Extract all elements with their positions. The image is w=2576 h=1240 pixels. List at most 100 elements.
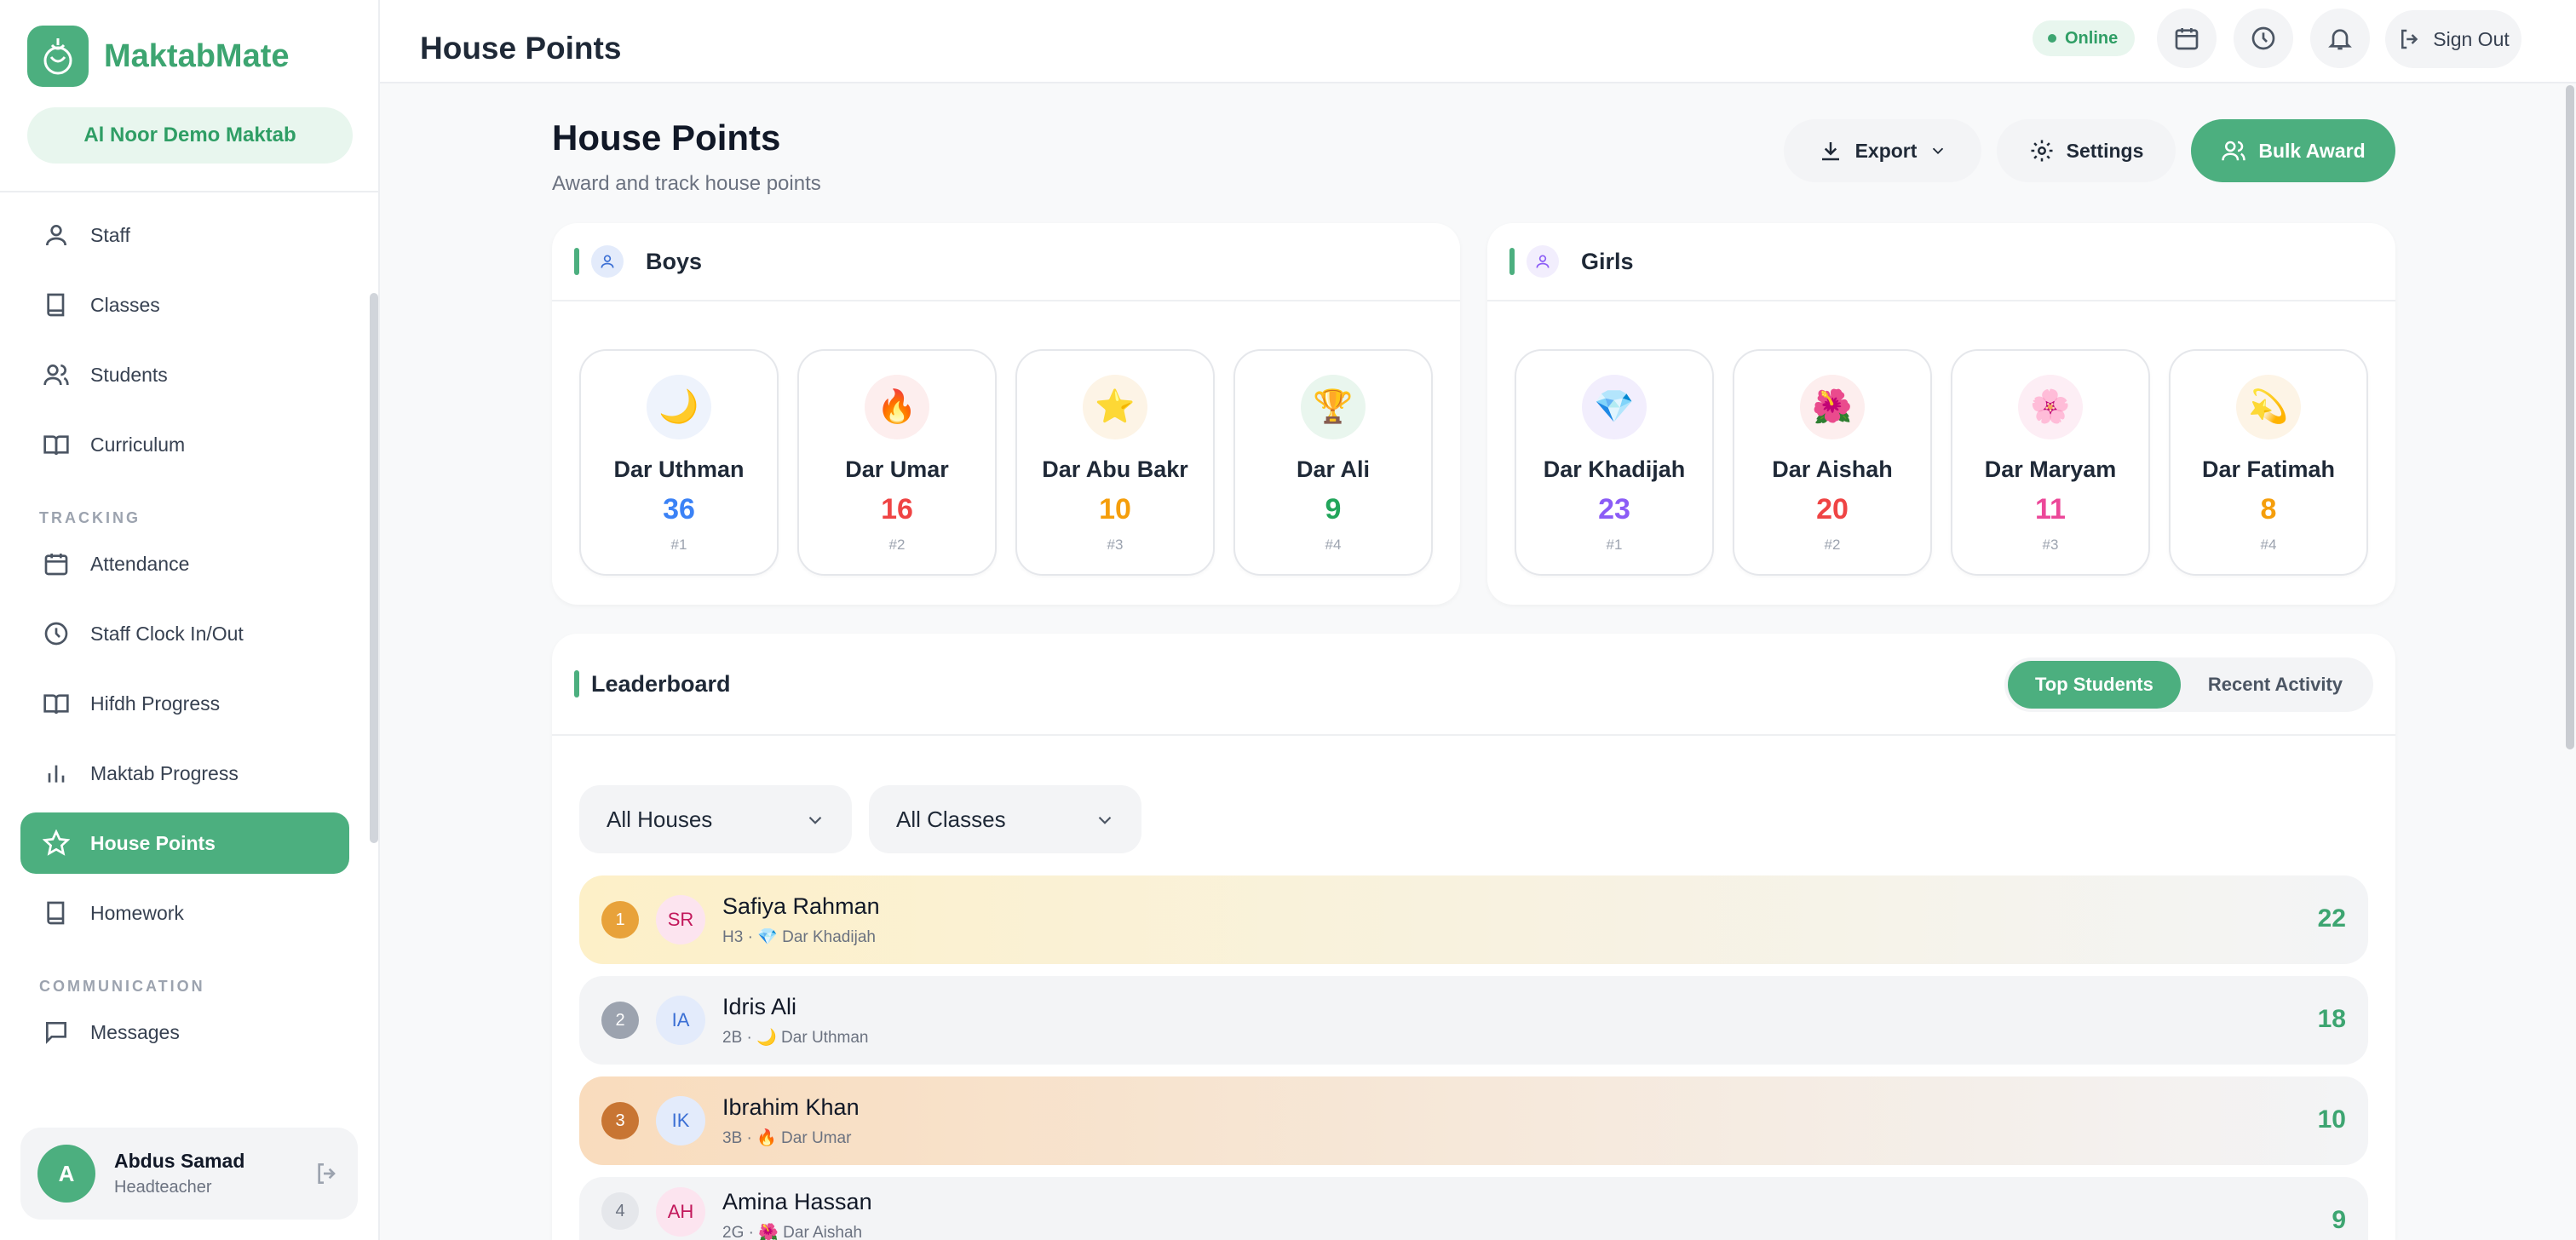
tab-top-students[interactable]: Top Students: [2007, 661, 2181, 709]
notifications-button[interactable]: [2310, 9, 2370, 68]
sidebar-item-house-points[interactable]: House Points: [20, 812, 349, 874]
rank-badge: 3: [601, 1102, 639, 1140]
sidebar-item-homework[interactable]: Homework: [20, 882, 349, 944]
sidebar-item-label: Curriculum: [90, 433, 186, 456]
bell-icon: [2328, 29, 2352, 50]
page-heading: House Points: [552, 118, 781, 158]
accent-bar: [1509, 248, 1515, 275]
hibiscus-icon: 🌺: [1800, 375, 1865, 439]
school-selector[interactable]: Al Noor Demo Maktab: [27, 107, 353, 164]
house-name: Dar Khadijah: [1543, 456, 1686, 482]
sidebar: MaktabMate Al Noor Demo Maktab Staff Cla…: [0, 0, 380, 1240]
sidebar-item-staff[interactable]: Staff: [20, 204, 349, 266]
user-card[interactable]: A Abdus Samad Headteacher: [20, 1128, 358, 1220]
house-points: 20: [1816, 493, 1849, 525]
table-row[interactable]: 2 IA Idris Ali 2B · 🌙 Dar Uthman 18: [579, 976, 2368, 1065]
sign-out-button[interactable]: Sign Out: [2385, 10, 2521, 68]
student-name: Ibrahim Khan: [722, 1094, 860, 1120]
sidebar-item-label: Staff Clock In/Out: [90, 622, 244, 645]
sidebar-item-label: Hifdh Progress: [90, 692, 221, 715]
open-book-icon: [43, 435, 69, 456]
trophy-icon: 🏆: [1301, 375, 1366, 439]
student-info: Safiya Rahman H3 · 💎 Dar Khadijah: [722, 893, 880, 947]
house-list: 🌙 Dar Uthman 36 #1 🔥 Dar Umar 16 #2 ⭐ Da…: [552, 301, 1460, 576]
sidebar-item-messages[interactable]: Messages: [20, 1002, 349, 1063]
select-value: All Houses: [607, 806, 713, 832]
house-name: Dar Umar: [845, 456, 949, 482]
student-meta: 3B · 🔥 Dar Umar: [722, 1128, 852, 1147]
student-points: 10: [2317, 1105, 2346, 1134]
logo-icon: [27, 26, 89, 87]
house-name: Dar Abu Bakr: [1042, 456, 1188, 482]
student-info: Idris Ali 2B · 🌙 Dar Uthman: [722, 994, 868, 1048]
house-points: 16: [881, 493, 913, 525]
select-value: All Classes: [896, 806, 1006, 832]
chevron-down-icon: [1098, 816, 1112, 824]
logout-icon[interactable]: [313, 1160, 341, 1187]
house-points: 23: [1598, 493, 1630, 525]
main-scrollbar[interactable]: [2566, 85, 2574, 749]
house-name: Dar Aishah: [1772, 456, 1893, 482]
student-name: Idris Ali: [722, 993, 797, 1019]
house-card[interactable]: 💎 Dar Khadijah 23 #1: [1515, 349, 1714, 576]
sidebar-nav: Staff Classes Students Curriculum TRACKI…: [20, 204, 349, 1071]
calendar-icon: [2175, 28, 2199, 50]
sidebar-item-label: Homework: [90, 901, 184, 924]
gem-icon: 💎: [1582, 375, 1647, 439]
chevron-down-icon: [808, 816, 822, 824]
sidebar-item-maktab-progress[interactable]: Maktab Progress: [20, 743, 349, 804]
clock-icon: [2251, 26, 2275, 50]
house-card[interactable]: ⭐ Dar Abu Bakr 10 #3: [1015, 349, 1215, 576]
table-row[interactable]: 4 AH Amina Hassan 2G · 🌺 Dar Aishah 9: [579, 1177, 2368, 1240]
clock-icon: [44, 622, 68, 646]
house-name: Dar Fatimah: [2201, 456, 2336, 482]
student-info: Amina Hassan 2G · 🌺 Dar Aishah: [722, 1189, 872, 1240]
student-meta: H3 · 💎 Dar Khadijah: [722, 927, 876, 946]
sidebar-item-attendance[interactable]: Attendance: [20, 533, 349, 594]
settings-button[interactable]: Settings: [1997, 119, 2176, 182]
house-rank: #2: [1824, 537, 1841, 553]
table-row[interactable]: 1 SR Safiya Rahman H3 · 💎 Dar Khadijah 2…: [579, 875, 2368, 964]
moon-icon: 🌙: [647, 375, 711, 439]
leaderboard-tabs: Top Students Recent Activity: [2004, 657, 2373, 712]
house-rank: #4: [2260, 537, 2277, 553]
user-icon: [591, 245, 624, 278]
sidebar-scrollbar[interactable]: [370, 293, 378, 843]
house-card[interactable]: 🔥 Dar Umar 16 #2: [797, 349, 997, 576]
card-title: Girls: [1581, 248, 1634, 274]
tab-recent-activity[interactable]: Recent Activity: [2207, 674, 2343, 695]
student-points: 18: [2317, 1005, 2346, 1033]
house-card[interactable]: 🌸 Dar Maryam 11 #3: [1951, 349, 2150, 576]
house-rank: #2: [888, 537, 906, 553]
sidebar-divider: [0, 191, 378, 192]
table-row[interactable]: 3 IK Ibrahim Khan 3B · 🔥 Dar Umar 10: [579, 1076, 2368, 1165]
rank-badge: 4: [601, 1192, 639, 1230]
calendar-button[interactable]: [2157, 9, 2217, 68]
logout-icon: [2401, 29, 2418, 49]
house-card[interactable]: 💫 Dar Fatimah 8 #4: [2169, 349, 2368, 576]
class-filter-select[interactable]: All Classes: [869, 785, 1141, 853]
bulk-award-button[interactable]: Bulk Award: [2191, 119, 2395, 182]
avatar: A: [37, 1145, 95, 1203]
brand-name: MaktabMate: [104, 37, 290, 74]
star-icon: ⭐: [1083, 375, 1147, 439]
sidebar-item-staff-clock[interactable]: Staff Clock In/Out: [20, 603, 349, 664]
download-icon: [1821, 142, 1839, 161]
house-card[interactable]: 🌙 Dar Uthman 36 #1: [579, 349, 779, 576]
export-button[interactable]: Export: [1784, 119, 1981, 182]
avatar: SR: [656, 895, 705, 944]
message-icon: [46, 1022, 66, 1044]
sidebar-item-curriculum[interactable]: Curriculum: [20, 414, 349, 475]
house-filter-select[interactable]: All Houses: [579, 785, 852, 853]
house-card[interactable]: 🌺 Dar Aishah 20 #2: [1733, 349, 1932, 576]
student-name: Amina Hassan: [722, 1189, 872, 1214]
student-meta: 2B · 🌙 Dar Uthman: [722, 1028, 869, 1047]
sidebar-item-label: House Points: [90, 831, 216, 854]
clock-button[interactable]: [2234, 9, 2293, 68]
sidebar-item-classes[interactable]: Classes: [20, 274, 349, 336]
accent-bar: [574, 670, 579, 698]
brand-logo[interactable]: MaktabMate: [27, 26, 290, 87]
sidebar-item-students[interactable]: Students: [20, 344, 349, 405]
house-card[interactable]: 🏆 Dar Ali 9 #4: [1233, 349, 1433, 576]
sidebar-item-hifdh[interactable]: Hifdh Progress: [20, 673, 349, 734]
